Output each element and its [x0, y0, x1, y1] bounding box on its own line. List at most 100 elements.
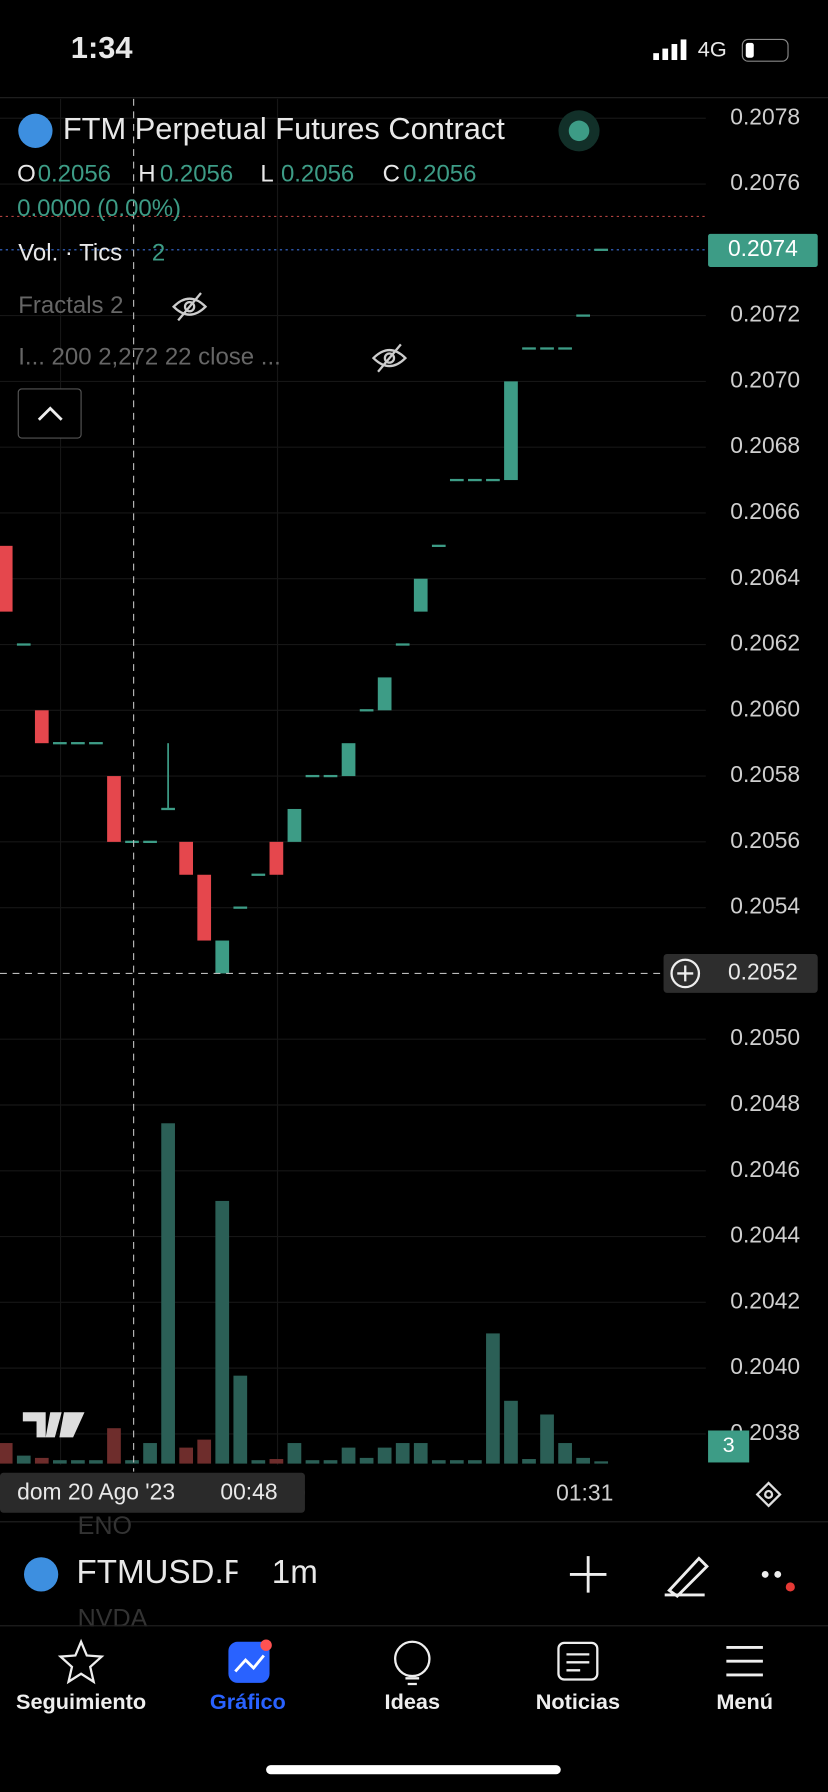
last-price-label: 0.2074 — [728, 235, 798, 261]
ghost-item: NVDA — [78, 1605, 148, 1633]
volume-bar — [341, 1447, 356, 1464]
tab-icon[interactable] — [394, 1640, 431, 1678]
toolbar-interval[interactable]: 1m — [272, 1554, 318, 1591]
y-tick-label: 0.2066 — [730, 498, 800, 524]
volume-bar — [323, 1460, 338, 1464]
network: 4G — [698, 37, 727, 62]
crosshair-time: 00:48 — [220, 1478, 277, 1504]
doji — [594, 248, 609, 251]
volume-label[interactable]: Vol. · Tics — [18, 239, 122, 266]
battery-level — [745, 42, 754, 58]
status-dot — [568, 120, 590, 142]
symbol-title[interactable]: FTM Perpetual Futures Contract — [63, 111, 505, 146]
volume-bar — [215, 1200, 230, 1464]
tab-label[interactable]: Ideas — [385, 1689, 440, 1714]
ohlc-label: H — [138, 161, 155, 188]
volume-bar — [16, 1455, 31, 1464]
y-tick-label: 0.2064 — [730, 564, 800, 590]
candle-body — [0, 545, 13, 612]
doji — [449, 478, 464, 482]
volume-bar — [161, 1123, 175, 1464]
doji — [486, 478, 500, 482]
candle-body — [215, 940, 230, 974]
volume-bar — [305, 1460, 320, 1464]
settings-icon[interactable] — [755, 1481, 782, 1508]
y-tick-label: 0.2068 — [730, 432, 800, 458]
y-tick-label: 0.2040 — [730, 1353, 800, 1379]
volume-bar — [540, 1414, 554, 1464]
add-alert-icon[interactable] — [670, 958, 701, 989]
ohlc-label: L — [260, 161, 273, 188]
battery — [741, 38, 789, 62]
hidden-icon[interactable] — [371, 343, 408, 373]
toolbar-symbol[interactable]: FTMUSD.P — [77, 1554, 246, 1591]
tab-label[interactable]: Gráfico — [210, 1689, 286, 1714]
ohlc-value: 0.2056 — [281, 161, 354, 188]
hidden-icon[interactable] — [171, 292, 208, 322]
ohlc-value: 0.2056 — [403, 161, 476, 188]
doji — [522, 347, 536, 350]
tab-icon-line — [405, 1677, 420, 1686]
ohlc-value: 0.2056 — [160, 161, 233, 188]
candle-body — [287, 808, 302, 842]
symbol-logo — [18, 113, 53, 148]
doji — [71, 742, 85, 745]
y-tick-label: 0.2062 — [730, 630, 800, 656]
tab-icon[interactable] — [57, 1638, 105, 1685]
doji — [125, 840, 139, 844]
settings-icon-dot — [764, 1489, 774, 1500]
doji — [143, 840, 157, 844]
volume-bar — [143, 1443, 157, 1464]
volume-bar — [251, 1460, 266, 1464]
y-tick-label: 0.2058 — [730, 761, 800, 787]
volume-bar — [71, 1460, 85, 1464]
fractals[interactable]: Fractals 2 — [18, 292, 123, 319]
doji — [233, 906, 248, 909]
volume-bar — [413, 1443, 428, 1464]
volume-bar — [468, 1460, 482, 1464]
volume-bar — [395, 1443, 410, 1464]
tab-icon[interactable] — [726, 1646, 763, 1677]
add-icon[interactable] — [569, 1556, 607, 1593]
draw-icon[interactable] — [664, 1556, 709, 1598]
y-tick-label: 0.2046 — [730, 1156, 800, 1182]
indicator[interactable]: I... 200 2,272 22 close ... — [18, 343, 281, 370]
doji — [323, 774, 338, 778]
ghost-item: ENO — [78, 1512, 132, 1540]
ohlc-label: C — [383, 161, 400, 188]
crosshair-date: dom 20 Ago '23 — [17, 1478, 175, 1504]
doji — [576, 314, 590, 317]
tab-icon[interactable] — [557, 1641, 599, 1681]
doji — [16, 643, 31, 646]
y-tick-label: 0.2050 — [730, 1024, 800, 1050]
symbol-logo — [23, 1557, 59, 1592]
add-alert-plus — [677, 965, 694, 982]
more-icon[interactable] — [761, 1570, 795, 1592]
tab-icon-line — [234, 1654, 265, 1673]
volume-bar — [377, 1447, 392, 1464]
tab-label[interactable]: Noticias — [536, 1689, 620, 1714]
last-price-badge — [708, 233, 818, 267]
volume-bar — [197, 1439, 212, 1464]
tab-label[interactable]: Seguimiento — [16, 1689, 146, 1714]
candle-body — [34, 710, 49, 744]
doji — [305, 774, 320, 778]
y-tick-label: 0.2048 — [730, 1090, 800, 1116]
ohlc: O 0.2056 H 0.2056 L 0.2056 C 0.2056 — [17, 161, 476, 188]
volume-badge-label: 3 — [723, 1432, 735, 1457]
volume-bar — [486, 1333, 500, 1464]
candle-body — [269, 841, 284, 875]
doji — [52, 742, 67, 745]
collapse-button[interactable] — [17, 388, 82, 439]
tab-label[interactable]: Menú — [716, 1689, 773, 1714]
doji — [89, 742, 103, 745]
doji — [468, 478, 482, 482]
volume-bar — [52, 1460, 67, 1464]
volume-badge — [708, 1430, 750, 1463]
plot — [0, 98, 706, 1472]
volume-bar — [522, 1459, 536, 1464]
doji — [558, 347, 572, 350]
tab-icon-line — [566, 1653, 590, 1672]
